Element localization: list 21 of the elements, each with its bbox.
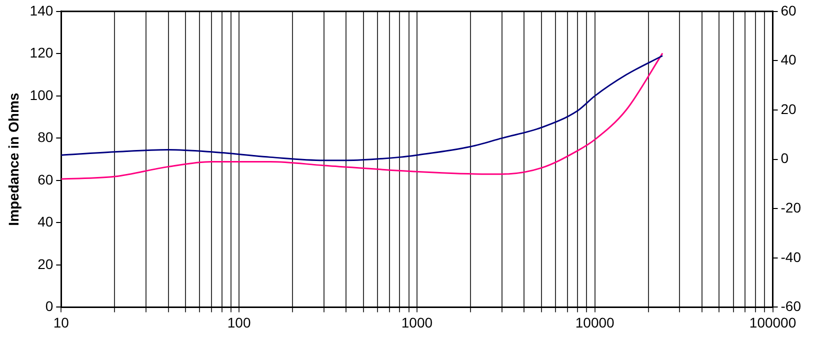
x-tick-label: 10 — [53, 314, 70, 330]
y2-tick-label: -20 — [780, 199, 802, 216]
y-tick-label: 40 — [38, 214, 54, 230]
y-axis-title: Impedance in Ohms — [5, 92, 22, 226]
y2-tick-label: -40 — [780, 248, 802, 265]
y2-tick-label: 40 — [780, 52, 797, 68]
y-tick-label: 140 — [30, 2, 54, 18]
y-tick-label: 80 — [38, 129, 54, 146]
y-tick-label: 120 — [30, 44, 54, 61]
y2-tick-label: -60 — [780, 298, 802, 314]
y-tick-label: 60 — [38, 171, 54, 188]
x-tick-label: 100000 — [749, 314, 796, 330]
x-tick-label: 10000 — [575, 314, 615, 330]
y2-tick-label: 0 — [780, 150, 789, 166]
x-tick-label: 100 — [227, 314, 251, 330]
y-tick-label: 20 — [38, 256, 54, 272]
y2-tick-label: 20 — [780, 100, 797, 117]
y-tick-label: 100 — [30, 86, 54, 103]
y-tick-label: 0 — [45, 298, 54, 314]
x-tick-label: 1000 — [401, 314, 433, 330]
y2-tick-label: 60 — [780, 2, 797, 18]
